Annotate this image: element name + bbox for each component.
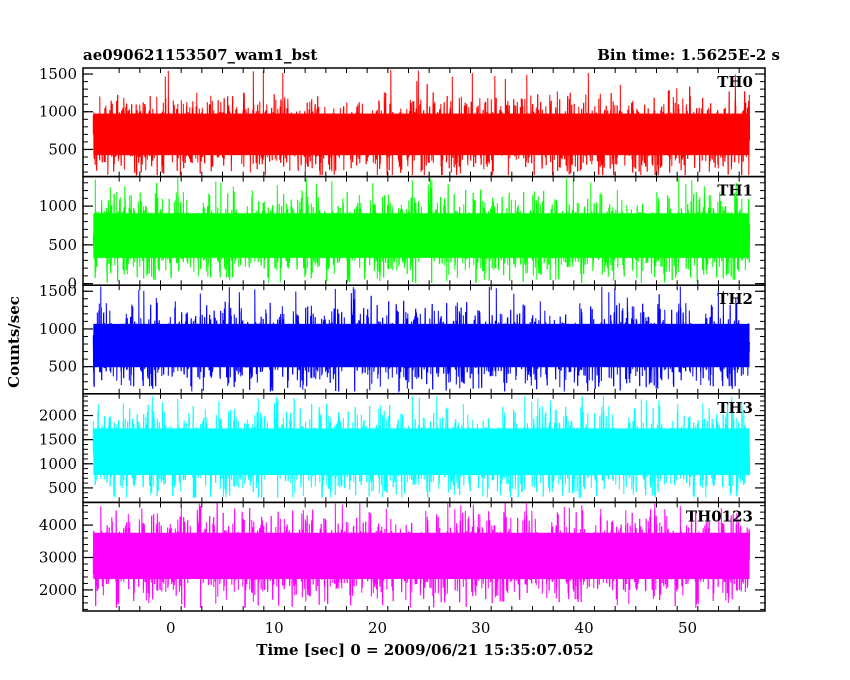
panel-label-th0: TH0 xyxy=(717,73,753,91)
panel-frame xyxy=(82,501,766,612)
panel-label-th2: TH2 xyxy=(717,290,753,308)
x-tick-label: 30 xyxy=(471,619,490,637)
y-tick-label: 1000 xyxy=(39,320,77,338)
x-tick-label: 20 xyxy=(368,619,387,637)
y-tick-label: 500 xyxy=(48,358,77,376)
panel-label-th3: TH3 xyxy=(717,399,753,417)
panel-label-th0123: TH0123 xyxy=(686,507,753,525)
x-tick-label: 10 xyxy=(265,619,284,637)
y-tick-label: 1500 xyxy=(39,431,77,449)
x-tick-label: 0 xyxy=(166,619,176,637)
y-tick-label: 500 xyxy=(48,236,77,254)
chart-title: ae090621153507_wam1_bst xyxy=(83,46,317,64)
x-tick-label: 50 xyxy=(678,619,697,637)
y-tick-label: 1500 xyxy=(39,282,77,300)
y-tick-label: 1000 xyxy=(39,455,77,473)
y-tick-label: 500 xyxy=(48,479,77,497)
y-tick-label: 1500 xyxy=(39,65,77,83)
panel-th0: 500 1000 1500 TH0 xyxy=(39,65,766,178)
bin-time-subtitle: Bin time: 1.5625E-2 s xyxy=(597,46,780,64)
x-tick-label: 40 xyxy=(575,619,594,637)
series-th1 xyxy=(92,177,751,284)
series-th0 xyxy=(92,69,751,176)
y-tick-label: 3000 xyxy=(39,549,77,567)
series-th3 xyxy=(92,395,751,499)
panel-th3: 500 1000 1500 2000 TH3 xyxy=(39,393,766,504)
panel-label-th1: TH1 xyxy=(717,182,753,200)
series-th0123 xyxy=(92,502,751,609)
x-axis-title: Time [sec] 0 = 2009/06/21 15:35:07.052 xyxy=(256,641,593,659)
panel-th2: 500 1000 1500 TH2 xyxy=(39,282,766,395)
y-axis-title: Counts/sec xyxy=(5,296,23,388)
y-tick-label: 1000 xyxy=(39,103,77,121)
y-tick-label: 2000 xyxy=(39,407,77,425)
x-axis: 0 10 20 30 40 50 xyxy=(166,619,697,637)
y-tick-label: 0 xyxy=(67,275,77,293)
y-tick-label: 500 xyxy=(48,140,77,158)
panel-th1: 0 500 1000 TH1 xyxy=(39,175,766,293)
y-tick-label: 1000 xyxy=(39,197,77,215)
panel-th0123: 2000 3000 4000 TH0123 xyxy=(39,501,766,612)
y-tick-label: 4000 xyxy=(39,516,77,534)
series-th2 xyxy=(92,286,751,394)
y-tick-label: 2000 xyxy=(39,581,77,599)
